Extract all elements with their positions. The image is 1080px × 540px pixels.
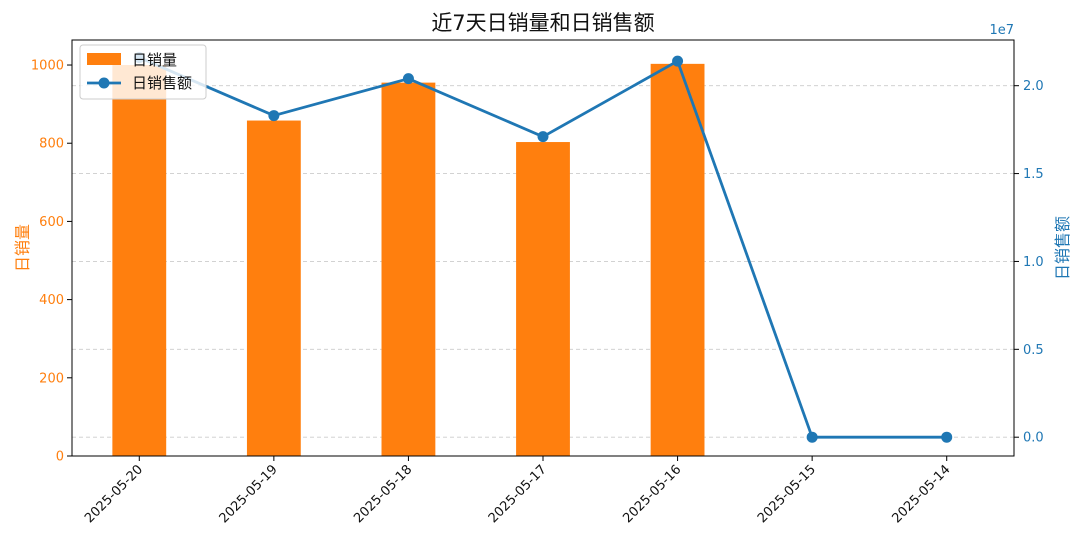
left-axis-label: 日销量 [13,224,32,272]
right-axis-label: 日销售额 [1053,216,1072,280]
left-tick-label: 800 [39,137,64,152]
chart-title: 近7天日销量和日销售额 [431,11,654,35]
legend-line-label: 日销售额 [132,74,192,92]
x-tick-label: 2025-05-16 [620,462,684,526]
x-tick-label: 2025-05-20 [82,462,146,526]
bar-series-daily-volume [112,63,705,457]
line-point [806,431,818,443]
legend-line-marker [98,77,110,89]
x-tick-label: 2025-05-17 [486,462,550,526]
right-tick-label: 0.5 [1023,343,1044,358]
x-tick-label: 2025-05-15 [755,462,819,526]
line-series-daily-sales [133,52,953,443]
x-tick-label: 2025-05-14 [890,462,954,526]
line-point [537,131,549,143]
x-axis: 2025-05-20 2025-05-19 2025-05-18 2025-05-17… [82,456,954,526]
line-point [941,431,953,443]
legend-bar-swatch [87,53,121,65]
legend: 日销量 日销售额 [79,44,207,100]
x-tick-label: 2025-05-18 [351,462,415,526]
right-tick-label: 1.5 [1023,167,1044,182]
legend-bar-label: 日销量 [132,51,177,69]
left-tick-label: 400 [39,293,64,308]
line-point [268,110,280,122]
right-tick-label: 1.0 [1023,255,1044,270]
right-y-axis: 0.0 0.5 1.0 1.5 2.0 [1014,79,1044,446]
line-point [672,55,684,67]
line-point [402,73,414,85]
bar [246,120,301,456]
bar [516,142,570,457]
bar [112,65,167,456]
right-axis-offset-text: 1e7 [989,23,1014,38]
right-tick-label: 0.0 [1023,431,1044,446]
left-tick-label: 200 [39,371,64,386]
right-tick-label: 2.0 [1023,79,1044,94]
bar [650,63,705,457]
bar [381,82,436,456]
x-tick-label: 2025-05-19 [217,462,281,526]
left-tick-label: 600 [39,215,64,230]
left-tick-label: 0 [56,450,64,465]
left-y-axis: 0 200 400 600 800 1000 [31,59,72,465]
left-tick-label: 1000 [31,59,64,74]
